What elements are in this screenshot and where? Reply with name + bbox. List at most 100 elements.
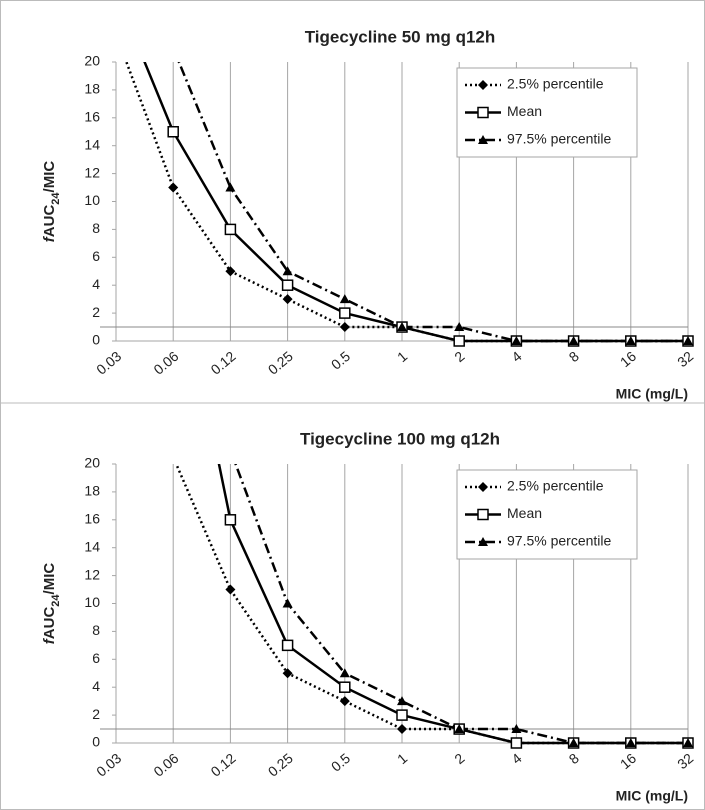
x-axis-label: MIC (mg/L) [616, 788, 688, 804]
y-tick-label: 2 [92, 706, 100, 722]
y-tick-label: 16 [84, 109, 100, 125]
x-tick-label: 0.03 [93, 348, 124, 378]
marker-square [167, 126, 179, 138]
marker-square [453, 335, 465, 347]
y-tick-label: 10 [84, 192, 100, 208]
x-tick-label: 16 [617, 348, 639, 370]
legend-label: 2.5% percentile [507, 76, 604, 92]
marker-square [224, 223, 237, 236]
y-tick-label: 6 [92, 248, 100, 264]
legend-label: 97.5% percentile [507, 131, 612, 147]
marker-triangle [625, 738, 636, 747]
marker-square [510, 737, 523, 749]
legend-label: Mean [507, 103, 542, 119]
x-tick-label: 0.25 [265, 750, 296, 780]
y-tick-label: 18 [84, 483, 100, 499]
y-tick-label: 0 [92, 734, 100, 750]
marker-diamond [168, 452, 178, 462]
marker-triangle [683, 738, 693, 747]
y-tick-label: 8 [92, 220, 100, 236]
y-axis-label-part: /MIC [41, 563, 58, 595]
x-tick-label: 2 [451, 348, 467, 365]
series-line [174, 464, 688, 745]
legend-marker [478, 482, 488, 492]
marker-diamond [225, 266, 236, 277]
legend-label: 2.5% percentile [507, 478, 604, 494]
x-tick-label: 1 [394, 348, 410, 365]
y-tick-label: 2 [92, 304, 100, 320]
y-tick-label: 12 [84, 566, 100, 582]
x-tick-label: 0.25 [265, 348, 296, 378]
x-axis-label: MIC (mg/L) [616, 386, 688, 402]
y-axis-label-part: AUC [41, 205, 58, 238]
y-tick-label: 14 [84, 136, 100, 152]
y-axis-label-part: 24 [50, 594, 62, 607]
y-axis-label-part: AUC [41, 607, 58, 640]
marker-square [281, 639, 294, 652]
y-axis-label-part: 24 [50, 192, 62, 205]
y-axis-label-part: f [41, 637, 58, 644]
y-tick-label: 4 [92, 276, 100, 292]
marker-triangle [397, 322, 407, 332]
x-tick-label: 16 [617, 750, 639, 772]
marker-triangle [454, 322, 465, 332]
y-tick-label: 6 [92, 650, 100, 666]
plot [168, 445, 694, 749]
y-tick-label: 16 [84, 511, 100, 527]
x-tick-label: 0.5 [328, 348, 353, 373]
y-tick-label: 4 [92, 678, 100, 694]
marker-triangle [225, 182, 236, 192]
marker-triangle [282, 598, 293, 608]
marker-diamond [282, 668, 293, 679]
y-tick-label: 18 [84, 81, 100, 97]
marker-diamond [225, 584, 236, 595]
marker-square [339, 307, 351, 319]
y-tick-label: 14 [84, 538, 100, 554]
marker-triangle [282, 266, 293, 276]
y-tick-label: 20 [84, 455, 100, 471]
marker-diamond [339, 322, 350, 333]
x-tick-label: 32 [674, 348, 696, 370]
y-axis-label: fAUC24/MIC [41, 161, 62, 243]
marker-triangle [397, 696, 407, 706]
x-tick-label: 1 [394, 750, 410, 767]
legend-marker [478, 135, 488, 144]
y-tick-label: 12 [84, 164, 100, 180]
marker-square [281, 279, 294, 291]
marker-triangle [568, 336, 579, 345]
legend-marker [477, 106, 489, 119]
chart-title: Tigecycline 100 mg q12h [300, 429, 500, 448]
y-tick-label: 20 [84, 53, 100, 69]
marker-triangle [683, 336, 693, 345]
marker-diamond [339, 696, 350, 707]
marker-triangle [568, 738, 579, 747]
x-tick-label: 4 [508, 750, 524, 767]
y-tick-label: 8 [92, 622, 100, 638]
marker-triangle [511, 724, 522, 734]
marker-diamond [168, 182, 179, 193]
marker-square [224, 514, 237, 526]
x-tick-label: 32 [674, 750, 696, 772]
x-tick-label: 0.06 [150, 348, 181, 378]
y-axis-label: fAUC24/MIC [41, 563, 62, 645]
x-tick-label: 0.12 [208, 750, 239, 780]
x-tick-label: 8 [566, 348, 582, 365]
x-tick-label: 0.12 [208, 348, 239, 378]
marker-triangle [511, 336, 522, 345]
x-tick-label: 2 [451, 750, 467, 767]
legend-marker [478, 80, 488, 90]
chart-title: Tigecycline 50 mg q12h [305, 27, 496, 46]
y-axis-label-part: f [41, 235, 58, 242]
x-tick-label: 8 [566, 750, 582, 767]
marker-triangle [454, 724, 465, 734]
legend-marker [478, 537, 488, 546]
marker-triangle [225, 445, 235, 454]
marker-diamond [397, 724, 407, 735]
series-line [177, 62, 688, 343]
x-tick-label: 0.03 [93, 750, 124, 780]
marker-square [339, 681, 351, 693]
marker-triangle [339, 668, 350, 678]
legend-label: 97.5% percentile [507, 533, 612, 549]
y-tick-label: 0 [92, 332, 100, 348]
